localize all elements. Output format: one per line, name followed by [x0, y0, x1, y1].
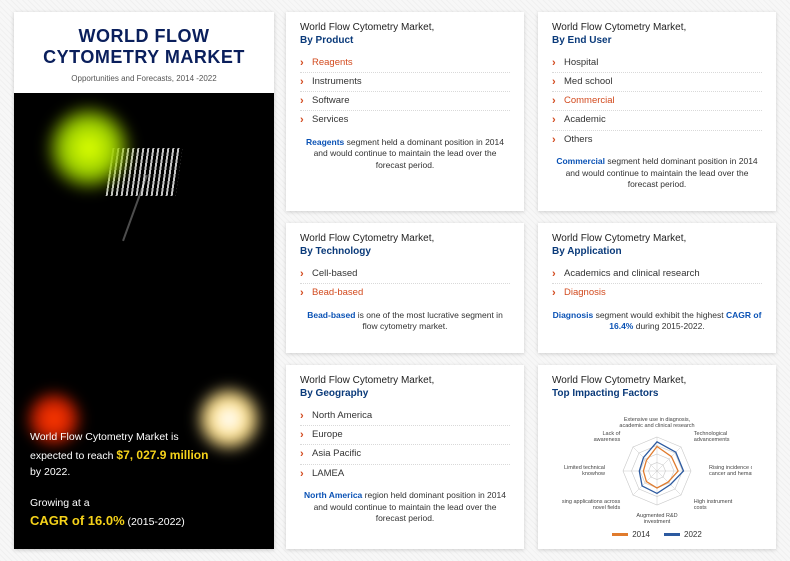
card-by-product: World Flow Cytometry Market, By Product Re… [286, 12, 524, 211]
card-title: World Flow Cytometry Market, Top Impactin… [552, 375, 762, 400]
svg-text:Augmented R&Dinvestment: Augmented R&Dinvestment [636, 513, 677, 524]
svg-text:Technologicaladvancements: Technologicaladvancements [694, 431, 730, 443]
card-title-seg: Top Impacting Factors [552, 388, 659, 399]
list-item: Services [300, 111, 510, 129]
hero-title-l1: WORLD FLOW [79, 26, 210, 46]
radar-chart: Extensive use in diagnosis,academic and … [552, 409, 762, 529]
card-foot-kw: Diagnosis [553, 310, 594, 320]
hero-amount: $7, 027.9 million [116, 448, 208, 462]
card-list: ReagentsInstrumentsSoftwareServices [300, 54, 510, 130]
hero-subtitle: Opportunities and Forecasts, 2014 -2022 [30, 74, 258, 83]
hero-stats: World Flow Cytometry Market is expected … [14, 429, 274, 531]
hero-title-l2: CYTOMETRY MARKET [43, 47, 245, 67]
hero-stat-mid: expected to reach [30, 450, 116, 462]
card-footer: Reagents segment held a dominant positio… [300, 137, 510, 173]
card-by-technology: World Flow Cytometry Market, By Technolog… [286, 223, 524, 353]
card-foot-kw: North America [304, 490, 362, 500]
list-item: Hospital [552, 54, 762, 73]
card-title-seg: By Geography [300, 388, 368, 399]
card-footer: Bead-based is one of the most lucrative … [300, 310, 510, 334]
card-footer: Commercial segment held dominant positio… [552, 156, 762, 192]
hero-title: WORLD FLOW CYTOMETRY MARKET [30, 26, 258, 68]
list-item: Bead-based [300, 284, 510, 302]
card-title: World Flow Cytometry Market, By End User [552, 22, 762, 47]
card-list: HospitalMed schoolCommercialAcademicOthe… [552, 54, 762, 149]
svg-text:Limited technicalknowhow: Limited technicalknowhow [564, 465, 605, 477]
card-title-seg: By End User [552, 35, 611, 46]
svg-text:Extensive use in diagnosis,aca: Extensive use in diagnosis,academic and … [619, 417, 694, 429]
list-item: Academics and clinical research [552, 265, 762, 284]
card-footer: Diagnosis segment would exhibit the high… [552, 310, 762, 334]
card-title-seg: By Product [300, 35, 353, 46]
hero-cagr-range: (2015-2022) [125, 516, 185, 528]
svg-text:Rising incidence of HIV,cancer: Rising incidence of HIV,cancer and hemat… [709, 465, 752, 477]
card-title: World Flow Cytometry Market, By Product [300, 22, 510, 47]
list-item: Academic [552, 111, 762, 130]
hero-stat-pre: World Flow Cytometry Market is [30, 431, 179, 443]
list-item: LAMEA [300, 465, 510, 483]
list-item: Diagnosis [552, 284, 762, 302]
list-item: Asia Pacific [300, 445, 510, 464]
card-list: North AmericaEuropeAsia PacificLAMEA [300, 407, 510, 483]
hero-header: WORLD FLOW CYTOMETRY MARKET Opportunitie… [14, 12, 274, 93]
card-by-geography: World Flow Cytometry Market, By Geography… [286, 365, 524, 549]
legend-item: 2022 [664, 530, 702, 539]
green-light-icon [44, 103, 134, 193]
hero-cagr: CAGR of 16.0% [30, 513, 125, 528]
legend-item: 2014 [612, 530, 650, 539]
hero-stat-post: by 2022. [30, 466, 70, 478]
svg-text:Lack ofawareness: Lack ofawareness [594, 431, 621, 443]
list-item: Commercial [552, 92, 762, 111]
card-foot-kw: Commercial [556, 156, 605, 166]
hero-grow-pre: Growing at a [30, 497, 90, 509]
card-title: World Flow Cytometry Market, By Applicati… [552, 233, 762, 258]
svg-text:Increasing applications across: Increasing applications acrossnovel fiel… [562, 499, 620, 511]
card-foot-kw: Reagents [306, 137, 344, 147]
card-title-pre: World Flow Cytometry Market, [552, 233, 686, 244]
card-title-seg: By Technology [300, 246, 371, 257]
list-item: North America [300, 407, 510, 426]
cards-grid: World Flow Cytometry Market, By Product Re… [286, 12, 776, 549]
card-title-seg: By Application [552, 246, 622, 257]
card-list: Cell-basedBead-based [300, 265, 510, 302]
list-item: Others [552, 131, 762, 149]
radar-legend: 2014 2022 [552, 530, 762, 539]
card-foot-kw: Bead-based [307, 310, 355, 320]
card-footer: North America region held dominant posit… [300, 490, 510, 526]
hero-panel: WORLD FLOW CYTOMETRY MARKET Opportunitie… [14, 12, 274, 549]
card-title-pre: World Flow Cytometry Market, [552, 375, 686, 386]
list-item: Cell-based [300, 265, 510, 284]
card-foot-kw2: CAGR of 16.4% [609, 310, 761, 332]
card-title-pre: World Flow Cytometry Market, [300, 233, 434, 244]
list-item: Instruments [300, 73, 510, 92]
card-by-end-user: World Flow Cytometry Market, By End User H… [538, 12, 776, 211]
card-by-application: World Flow Cytometry Market, By Applicati… [538, 223, 776, 353]
card-title-pre: World Flow Cytometry Market, [300, 375, 434, 386]
svg-text:High instrumentcosts: High instrumentcosts [694, 499, 733, 511]
list-item: Europe [300, 426, 510, 445]
list-item: Software [300, 92, 510, 111]
list-item: Reagents [300, 54, 510, 73]
card-title-pre: World Flow Cytometry Market, [552, 22, 686, 33]
list-item: Med school [552, 73, 762, 92]
card-top-impacting-factors: World Flow Cytometry Market, Top Impactin… [538, 365, 776, 549]
card-title: World Flow Cytometry Market, By Geography [300, 375, 510, 400]
hero-image: World Flow Cytometry Market is expected … [14, 93, 274, 549]
card-title: World Flow Cytometry Market, By Technolog… [300, 233, 510, 258]
card-list: Academics and clinical researchDiagnosis [552, 265, 762, 302]
card-title-pre: World Flow Cytometry Market, [300, 22, 434, 33]
